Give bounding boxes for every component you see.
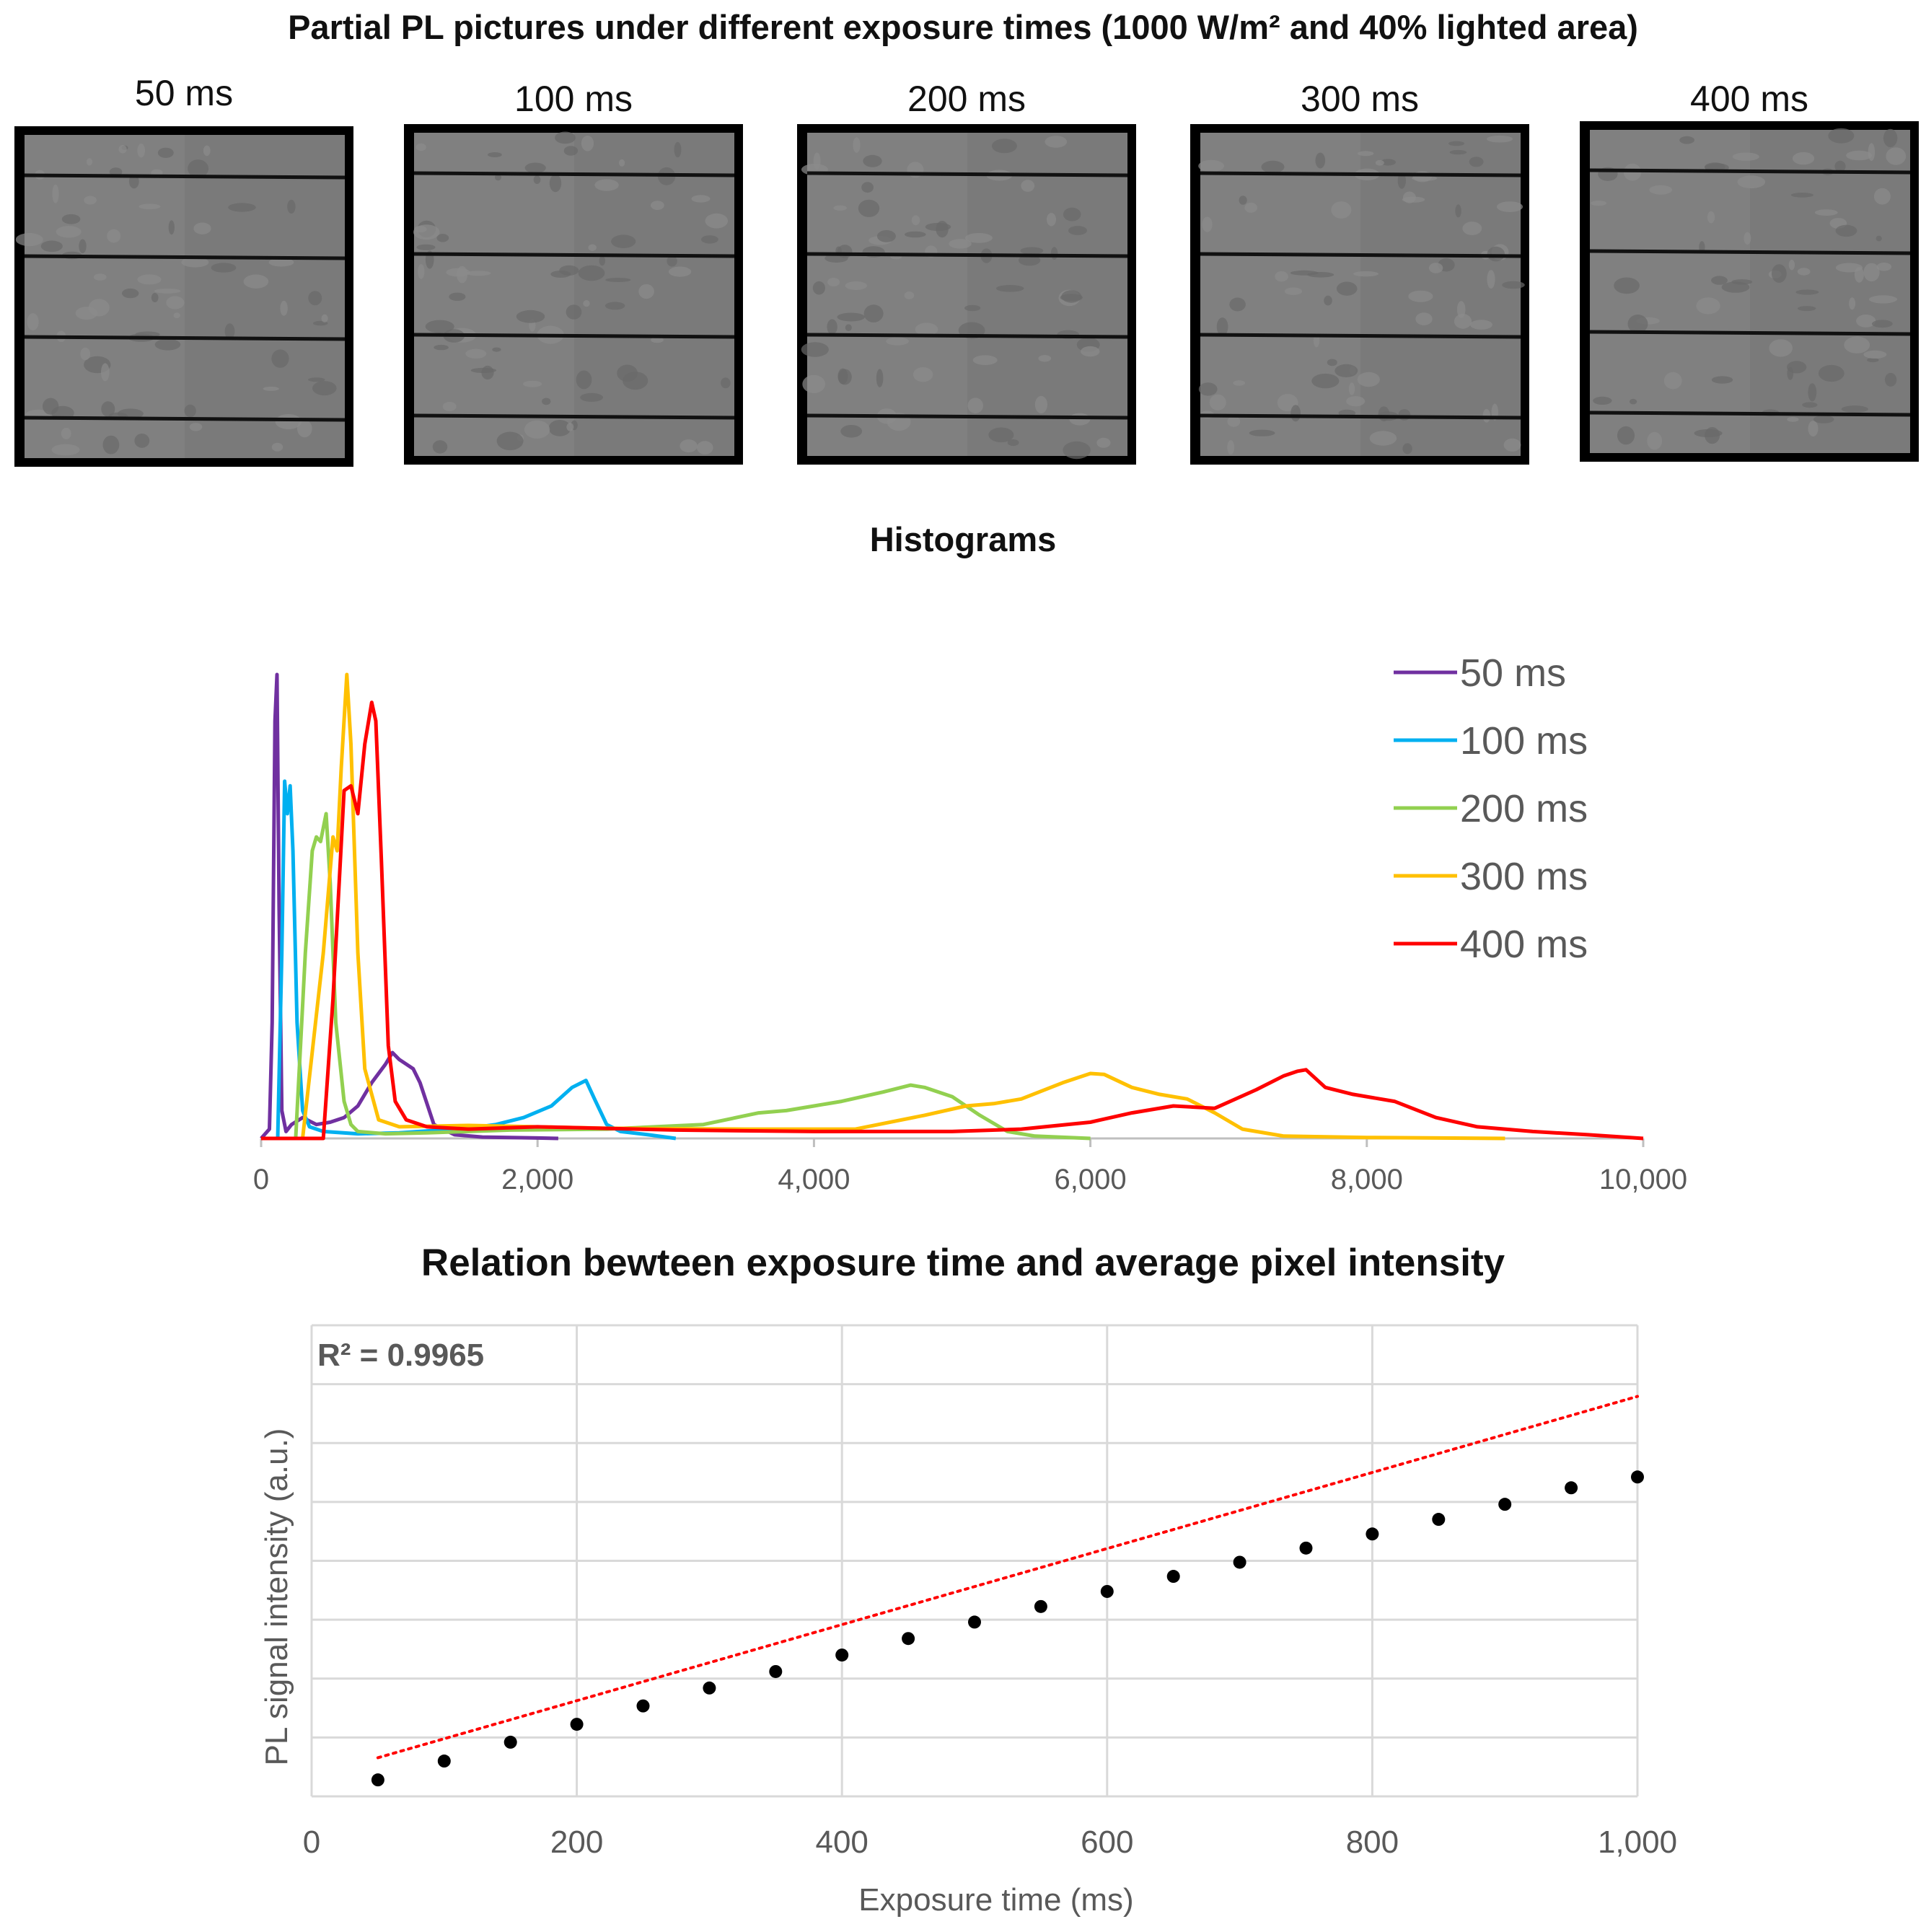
pl-picture-label: 400 ms	[1690, 79, 1808, 119]
histogram-series-line	[261, 812, 1091, 1141]
scatter-x-tick-label: 0	[303, 1825, 320, 1860]
scatter-point	[1565, 1481, 1578, 1495]
histogram-series-line	[261, 672, 1505, 1141]
scatter-title: Relation bewteen exposure time and avera…	[421, 1242, 1505, 1284]
scatter-point	[1498, 1498, 1512, 1511]
scatter-point	[902, 1632, 915, 1646]
pl-picture-label: 100 ms	[514, 79, 633, 119]
histogram-title: Histograms	[869, 520, 1057, 558]
scatter-x-tick-label: 200	[550, 1825, 603, 1860]
histogram-x-tick-label: 10,000	[1599, 1164, 1687, 1195]
scatter-point	[968, 1615, 981, 1629]
pl-picture-image	[1190, 124, 1529, 465]
legend-entry-label: 100 ms	[1460, 719, 1588, 763]
pl-picture-image	[14, 126, 353, 467]
histogram-series-line	[261, 701, 1644, 1141]
scatter-x-tick-label: 600	[1081, 1825, 1133, 1860]
scatter-y-axis-title: PL signal intensity (a.u.)	[259, 1428, 294, 1766]
scatter-chart: 0 200 400 600 800 1,000 R² = 0.9965 Exposure ti…	[259, 1324, 1677, 1918]
scatter-point	[1299, 1541, 1313, 1555]
scatter-point	[703, 1681, 716, 1695]
pl-picture-label: 200 ms	[907, 79, 1026, 119]
histogram-x-tick-label: 8,000	[1331, 1164, 1403, 1195]
histogram-chart: 0 2,000 4,000 6,000 8,000 10,000 50 ms 100 ms 20…	[253, 651, 1687, 1195]
pl-picture-label: 300 ms	[1301, 79, 1419, 119]
pl-picture-image	[1580, 121, 1919, 462]
legend-entry-label: 50 ms	[1460, 651, 1566, 695]
scatter-point	[504, 1735, 517, 1749]
scatter-x-tick-label: 800	[1346, 1825, 1399, 1860]
pl-picture-image	[404, 124, 743, 465]
pl-picture-label: 50 ms	[134, 73, 234, 113]
histogram-x-tick-label: 2,000	[501, 1164, 573, 1195]
scatter-point	[1166, 1570, 1180, 1584]
scatter-point	[636, 1699, 650, 1713]
histogram-series-line	[260, 672, 558, 1141]
scatter-point	[437, 1755, 451, 1768]
legend-entry-label: 400 ms	[1460, 923, 1588, 966]
r-squared-annotation: R² = 0.9965	[317, 1338, 484, 1373]
scatter-x-axis-title: Exposure time (ms)	[858, 1882, 1133, 1918]
pl-picture-image	[797, 124, 1136, 465]
histogram-x-tick-label: 6,000	[1055, 1164, 1127, 1195]
histogram-x-tick-label: 4,000	[778, 1164, 850, 1195]
scatter-point	[1034, 1599, 1047, 1613]
scatter-point	[1631, 1470, 1644, 1484]
scatter-x-tick-label: 1,000	[1598, 1825, 1677, 1860]
figure-main-title: Partial PL pictures under different expo…	[288, 8, 1638, 46]
scatter-point	[570, 1718, 584, 1731]
scatter-x-tick-label: 400	[815, 1825, 868, 1860]
scatter-trendline	[376, 1395, 1639, 1760]
scatter-point	[1432, 1513, 1446, 1527]
scatter-point	[769, 1664, 783, 1678]
scatter-point	[1100, 1584, 1114, 1598]
scatter-point	[371, 1773, 384, 1787]
histogram-x-tick-label: 0	[253, 1164, 269, 1195]
scatter-point	[1233, 1555, 1246, 1569]
legend-entry-label: 200 ms	[1460, 787, 1588, 830]
legend-entry-label: 300 ms	[1460, 855, 1588, 898]
scatter-point	[1366, 1527, 1379, 1541]
scatter-point	[835, 1648, 849, 1662]
